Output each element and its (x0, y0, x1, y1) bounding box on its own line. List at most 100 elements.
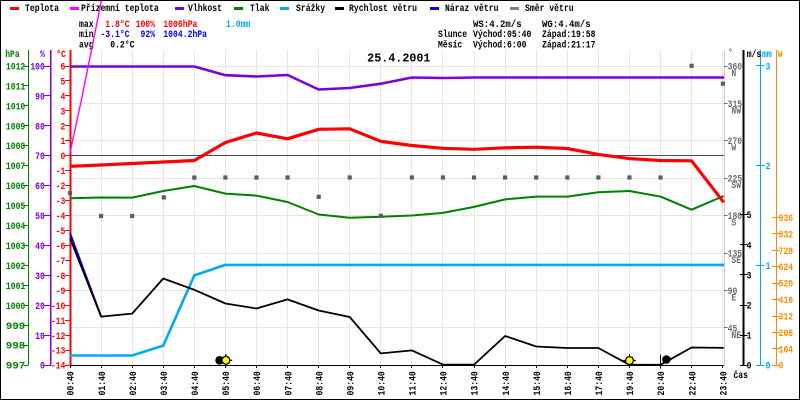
svg-text:135: 135 (728, 250, 743, 261)
svg-text:-9: -9 (56, 287, 66, 298)
svg-text:2: 2 (747, 302, 752, 313)
svg-text:Východ:6:00: Východ:6:00 (473, 40, 526, 52)
svg-text:10:40: 10:40 (378, 371, 389, 395)
svg-text:-8: -8 (56, 272, 66, 283)
svg-text:06:40: 06:40 (253, 371, 264, 395)
svg-text:WS:4.2m/s: WS:4.2m/s (473, 19, 522, 31)
svg-text:100: 100 (30, 62, 45, 73)
svg-text:17:40: 17:40 (595, 371, 606, 395)
svg-text:05:40: 05:40 (222, 371, 233, 395)
svg-text:1011: 1011 (6, 82, 25, 93)
svg-text:avg: avg (79, 41, 94, 52)
svg-text:Teplota: Teplota (25, 3, 59, 15)
svg-text:30: 30 (35, 272, 45, 283)
svg-text:1007: 1007 (6, 162, 25, 173)
svg-text:NE: NE (731, 331, 741, 342)
svg-text:09:40: 09:40 (346, 371, 357, 395)
svg-text:312: 312 (779, 312, 794, 323)
svg-text:čas: čas (733, 370, 748, 382)
svg-text:°C: °C (56, 49, 66, 61)
svg-text:50: 50 (35, 212, 45, 223)
svg-text:SW: SW (731, 181, 741, 192)
svg-text:2: 2 (766, 162, 771, 173)
svg-text:m/s: m/s (747, 49, 762, 61)
svg-text:520: 520 (779, 280, 794, 291)
svg-text:S: S (731, 219, 736, 230)
svg-text:4: 4 (61, 92, 66, 103)
svg-text:N: N (731, 69, 736, 80)
svg-text:1: 1 (61, 137, 66, 148)
svg-text:1004: 1004 (6, 222, 25, 233)
svg-text:416: 416 (779, 296, 794, 307)
svg-text:998: 998 (6, 342, 25, 353)
svg-text:W: W (778, 50, 783, 61)
svg-text:-3: -3 (56, 197, 66, 208)
svg-text:3: 3 (747, 271, 752, 282)
svg-text:1006: 1006 (6, 182, 25, 193)
svg-text:0: 0 (61, 152, 66, 163)
svg-text:%: % (40, 50, 45, 61)
svg-text:1009: 1009 (6, 122, 25, 133)
svg-text:-10: -10 (51, 302, 66, 313)
svg-text:1000: 1000 (6, 302, 25, 313)
svg-text:WG:4.4m/s: WG:4.4m/s (542, 19, 591, 31)
svg-text:Slunce: Slunce (438, 29, 467, 41)
svg-text:20: 20 (35, 302, 45, 313)
svg-text:00:40: 00:40 (67, 371, 78, 395)
svg-text:5: 5 (61, 77, 66, 88)
svg-text:997: 997 (6, 362, 25, 373)
svg-text:°: ° (728, 48, 733, 60)
svg-text:11:40: 11:40 (409, 371, 420, 395)
svg-text:1008: 1008 (6, 142, 25, 153)
svg-text:225: 225 (728, 175, 743, 186)
svg-text:-12: -12 (51, 332, 66, 343)
svg-text:hPa: hPa (5, 49, 20, 61)
svg-text:70: 70 (35, 152, 45, 163)
svg-text:-14: -14 (51, 362, 66, 373)
svg-text:-11: -11 (51, 317, 66, 328)
svg-text:-6: -6 (56, 242, 66, 253)
svg-text:104: 104 (779, 345, 794, 356)
svg-text:1.8°C: 1.8°C (105, 19, 129, 31)
svg-text:90: 90 (35, 92, 45, 103)
svg-text:3: 3 (766, 62, 771, 73)
svg-text:20:40: 20:40 (657, 371, 668, 395)
svg-text:Západ:19:58: Západ:19:58 (542, 29, 595, 41)
svg-text:999: 999 (6, 322, 25, 333)
svg-text:15:40: 15:40 (533, 371, 544, 395)
svg-text:10: 10 (35, 332, 45, 343)
svg-text:40: 40 (35, 242, 45, 253)
svg-text:-4: -4 (56, 212, 66, 223)
svg-text:3: 3 (61, 107, 66, 118)
svg-text:Směr větru: Směr větru (525, 3, 574, 15)
svg-text:08:40: 08:40 (315, 371, 326, 395)
svg-text:19:40: 19:40 (626, 371, 637, 395)
svg-text:0: 0 (747, 362, 752, 373)
svg-text:1.0mm: 1.0mm (226, 20, 250, 31)
svg-text:14:40: 14:40 (502, 371, 513, 395)
svg-text:0.2°C: 0.2°C (110, 40, 134, 52)
svg-text:5: 5 (747, 211, 752, 222)
svg-text:E: E (731, 293, 736, 304)
svg-text:1005: 1005 (6, 202, 25, 213)
svg-text:Tlak: Tlak (250, 3, 269, 15)
svg-text:-3.1°C: -3.1°C (100, 29, 129, 41)
svg-text:mm: mm (762, 50, 772, 61)
svg-text:100%: 100% (136, 20, 155, 31)
svg-text:Srážky: Srážky (296, 3, 325, 15)
svg-text:NW: NW (731, 106, 741, 117)
svg-text:180: 180 (728, 212, 743, 223)
svg-text:45: 45 (728, 324, 738, 335)
svg-text:624: 624 (779, 263, 794, 274)
svg-text:1001: 1001 (6, 282, 25, 293)
svg-text:1010: 1010 (6, 102, 25, 113)
svg-text:02:40: 02:40 (129, 371, 140, 395)
svg-text:832: 832 (779, 230, 794, 241)
svg-text:max: max (79, 20, 94, 31)
svg-text:Přízemní teplota: Přízemní teplota (81, 3, 159, 15)
svg-text:936: 936 (779, 214, 794, 225)
svg-text:W: W (731, 144, 736, 155)
svg-text:4: 4 (747, 241, 752, 252)
svg-text:13:40: 13:40 (471, 371, 482, 395)
svg-text:1: 1 (747, 332, 752, 343)
